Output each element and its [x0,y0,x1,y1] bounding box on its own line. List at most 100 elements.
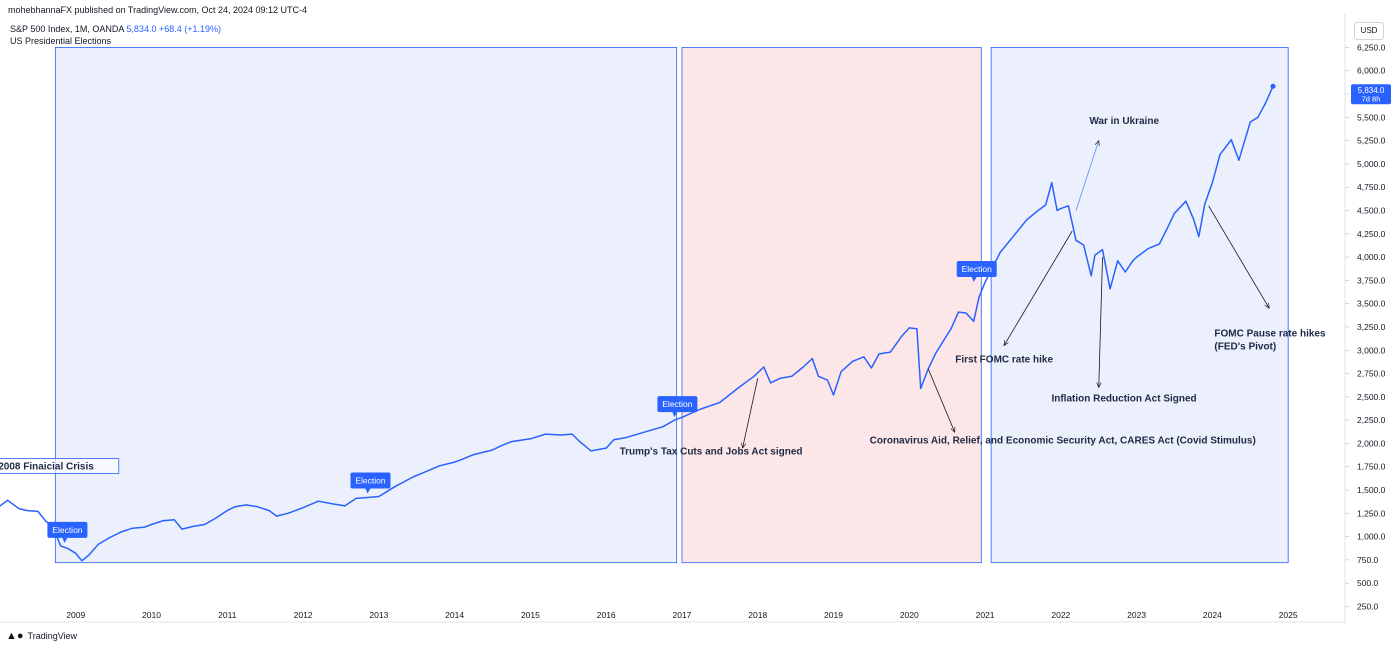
price-point [965,312,967,314]
tradingview-logo-icon: ▲● [6,630,24,642]
price-point [6,499,9,501]
election-badge [47,521,88,538]
price-point [88,554,90,556]
price-point [1051,181,1053,184]
price-point [245,504,247,506]
price-point [75,552,77,554]
y-tick-label: 4,000.0 [1357,252,1386,262]
y-tick-label: 1,250.0 [1357,508,1386,518]
price-point [499,445,501,447]
y-tick-label: 2,750.0 [1357,369,1386,379]
price-point [412,476,414,478]
election-badge-label: Election [52,525,83,535]
annotation-box [0,458,120,474]
currency-button[interactable]: USD [1354,22,1384,40]
price-point [461,458,463,460]
price-point [1082,244,1085,246]
price-point [719,401,721,404]
price-point [226,509,228,512]
symbol-info: S&P 500 Index, 1M, OANDA 5,834.0 +68.4 (… [10,24,221,34]
y-tick-label: 5,500.0 [1357,112,1386,122]
indicator-name[interactable]: US Presidential Elections [10,36,112,46]
x-tick-label: 2016 [597,610,616,620]
price-point [870,367,873,369]
price-point [1238,159,1240,161]
price-point [779,377,782,379]
x-tick-label: 2009 [66,610,85,620]
election-badge [350,472,391,489]
price-point [67,548,69,550]
price-point [109,536,111,539]
election-badge [657,396,698,413]
y-tick-label: 2,500.0 [1357,392,1386,402]
election-badge-pointer [971,277,977,283]
price-point [203,523,206,526]
price-point [1101,249,1104,251]
price-point [1045,204,1047,206]
price-point [544,433,547,435]
price-point [438,465,441,467]
price-point [935,352,937,354]
annotation-label: Inflation Reduction Act Signed [1051,394,1196,405]
price-point [1094,254,1096,256]
price-point [1056,209,1058,212]
price-point [662,426,664,428]
election-badge-pointer [62,537,68,543]
price-point [132,527,134,529]
election-badge-label: Election [662,399,693,409]
y-tick-label: 4,250.0 [1357,229,1386,239]
price-point [1037,209,1039,212]
y-tick-label: 3,750.0 [1357,275,1386,285]
price-point [173,519,175,521]
price-point [18,508,20,510]
x-tick-label: 2025 [1279,610,1298,620]
price-point [302,507,304,509]
price-point [60,545,62,547]
price-point [257,506,259,508]
price-point [1185,200,1187,202]
price-point [454,461,456,463]
price-point [1192,218,1195,220]
y-tick-label: 3,500.0 [1357,299,1386,309]
tradingview-logo[interactable]: ▲● TradingView [6,630,77,642]
y-tick-label: 4,500.0 [1357,206,1386,216]
price-point [878,353,880,355]
annotation-arrow [1099,257,1103,387]
y-tick-label: 250.0 [1357,601,1379,611]
y-tick-label: 6,000.0 [1357,66,1386,76]
price-point [1173,212,1176,214]
price-point [738,386,740,389]
price-point [393,486,395,488]
price-point [81,560,83,562]
price-point [753,375,755,377]
price-point [1090,275,1092,277]
price-point [770,382,772,384]
price-point [192,525,194,527]
price-point [643,431,645,433]
price-point [1132,260,1134,262]
annotation-arrow [743,378,759,448]
annotation-arrow [1004,230,1073,346]
y-tick-label: 2,250.0 [1357,415,1386,425]
election-badge [956,261,997,278]
annotation-arrow [1208,205,1270,308]
price-point [851,360,854,363]
election-badge-pointer [365,488,371,494]
price-point [624,437,626,439]
annotation-label: War in Ukraine [1089,116,1159,127]
price-point [215,517,217,519]
price-point [317,500,319,502]
price-point [1109,288,1111,290]
price-point [978,296,980,298]
countdown-label: 7d 8h [1362,95,1381,104]
symbol-name[interactable]: S&P 500 Index, 1M, OANDA [10,24,124,34]
price-point [44,520,47,522]
y-tick-label: 1,000.0 [1357,532,1386,542]
annotation-label: FOMC Pause rate hikes [1214,328,1326,339]
price-point [605,447,607,449]
axis-layer: 250.0 500.0 750.0 1,000.0 1,250.0 1,500.0 1,75… [0,14,1386,623]
x-tick-label: 2011 [218,610,237,620]
price-point [916,328,918,330]
price-point [1026,219,1028,221]
